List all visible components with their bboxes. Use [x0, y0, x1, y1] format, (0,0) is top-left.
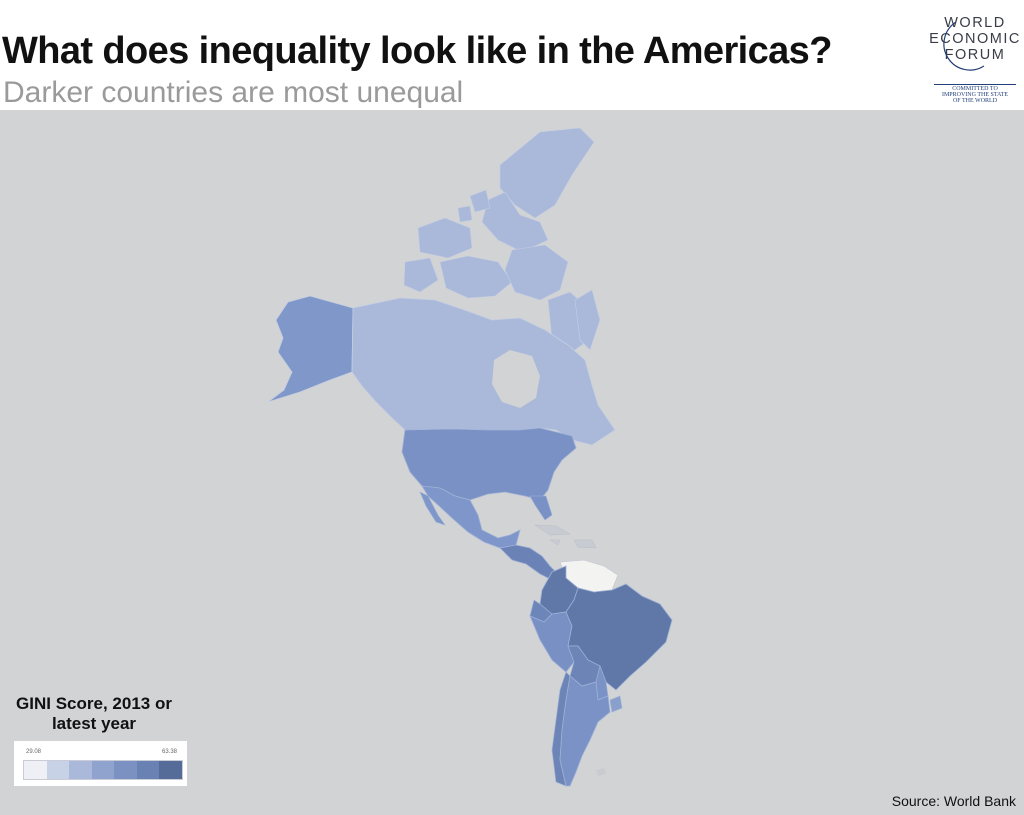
caribbean-islands — [534, 524, 597, 549]
mexico — [421, 485, 521, 549]
alaska — [267, 295, 354, 403]
legend-title: GINI Score, 2013 or latest year — [16, 694, 172, 733]
logo-tagline-2: IMPROVING THE STATE — [941, 92, 1009, 98]
logo-line-1: WORLD — [944, 15, 1006, 31]
logo-arc-icon — [943, 21, 985, 71]
header: What does inequality look like in the Am… — [0, 0, 1024, 110]
wef-logo: WORLD ECONOMIC FORUM COMMITTED TO IMPROV… — [928, 14, 1022, 108]
legend-box: 29.08 63.38 — [14, 741, 187, 786]
florida — [529, 495, 553, 521]
logo-tagline-3: OF THE WORLD — [952, 98, 998, 104]
legend-swatch — [24, 761, 47, 779]
legend-color-scale — [23, 760, 183, 780]
hudson-bay — [492, 350, 540, 408]
brazil — [565, 583, 673, 691]
canada — [351, 297, 616, 446]
legend-swatch — [114, 761, 137, 779]
logo-tagline-1: COMMITTED TO — [952, 86, 998, 92]
americas-map — [267, 127, 673, 787]
uruguay — [609, 695, 623, 713]
legend-max-label: 63.38 — [161, 749, 177, 755]
central-america — [499, 544, 559, 581]
legend-swatch — [91, 761, 114, 779]
legend-swatch — [136, 761, 159, 779]
page-subtitle: Darker countries are most unequal — [3, 76, 464, 109]
peru — [529, 611, 575, 673]
baja-california — [419, 491, 446, 526]
logo-rule — [934, 84, 1016, 85]
argentina — [559, 675, 611, 787]
map-area: GINI Score, 2013 or latest year 29.08 63… — [0, 110, 1024, 815]
logo-line-2: ECONOMIC — [929, 31, 1021, 47]
falkland-islands — [596, 768, 606, 776]
greenland-edge — [574, 289, 601, 351]
legend-swatch — [69, 761, 92, 779]
legend-swatch — [46, 761, 69, 779]
source-note: Source: World Bank — [891, 793, 1016, 809]
page-title: What does inequality look like in the Am… — [2, 30, 832, 72]
logo-line-3: FORUM — [944, 47, 1006, 63]
legend-swatch — [159, 761, 182, 779]
legend-min-label: 29.08 — [26, 749, 42, 755]
